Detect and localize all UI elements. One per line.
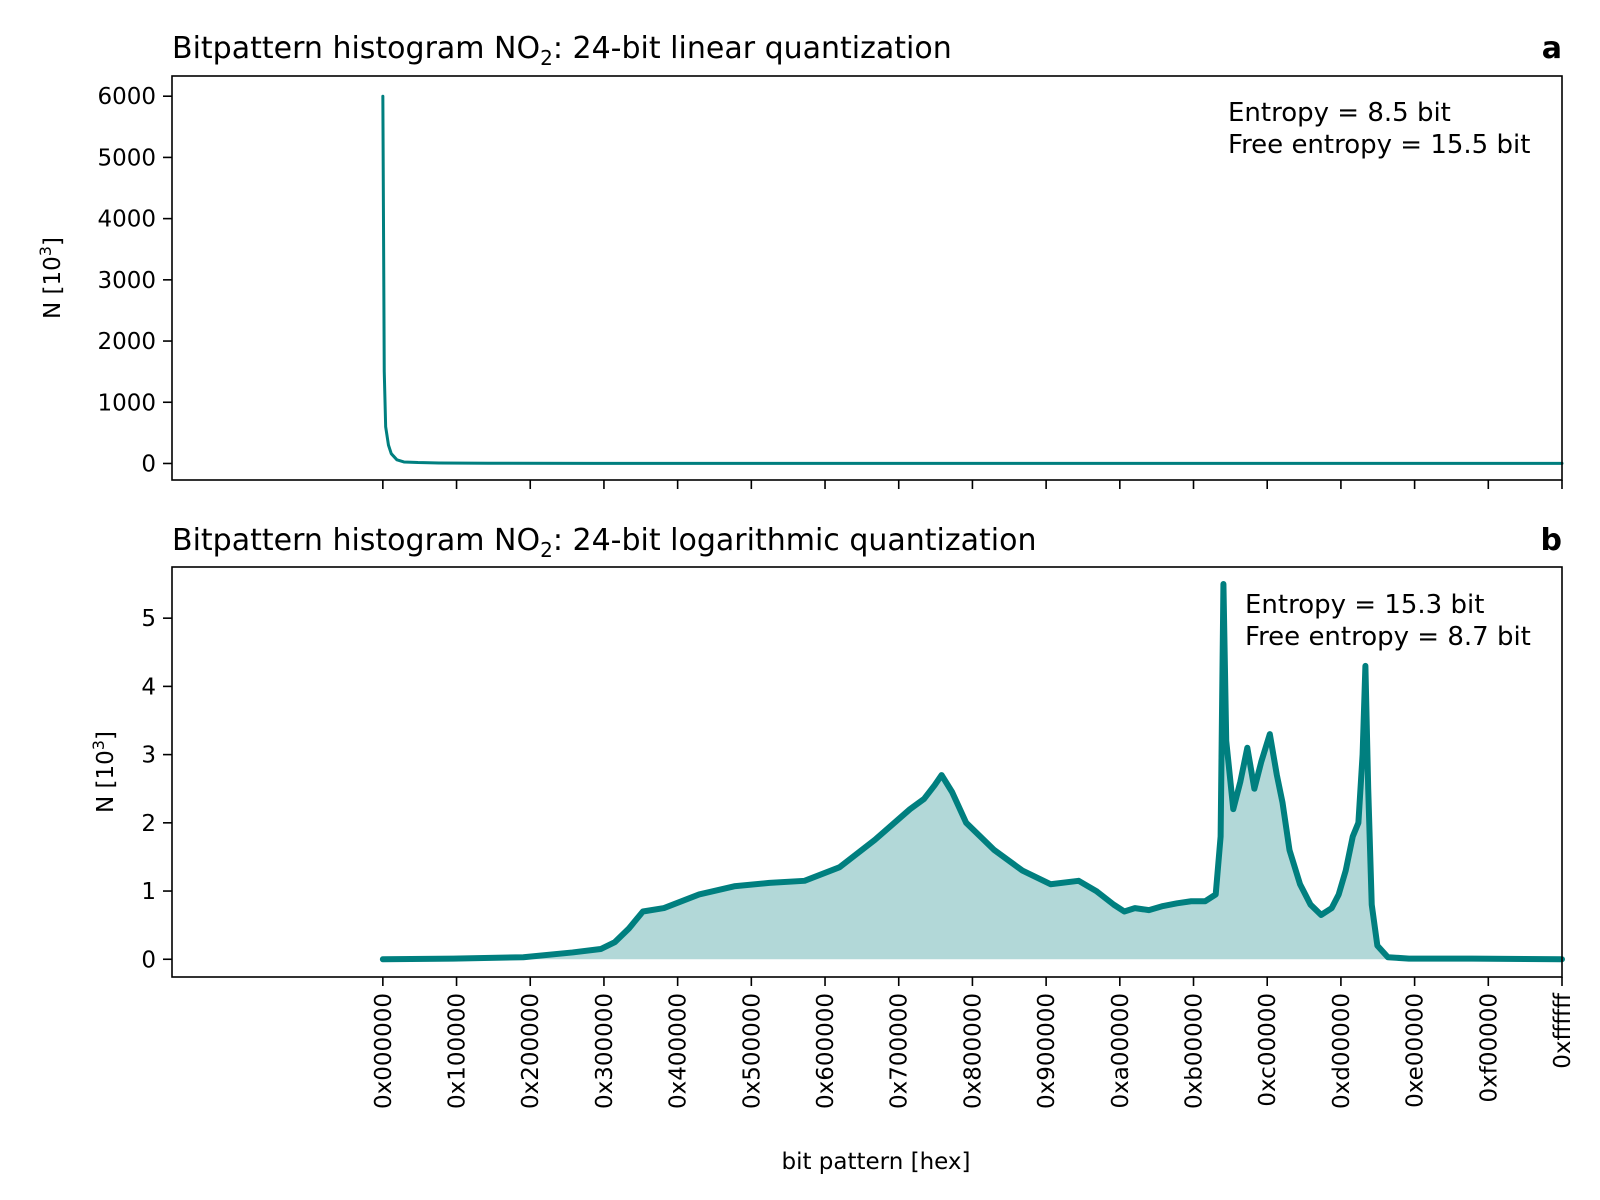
panel-a-ytick-label-6: 6000 xyxy=(97,84,156,110)
panel-b-xtick-label-4: 0x400000 xyxy=(666,993,692,1109)
panel-b-ytick-label-1: 1 xyxy=(141,879,156,905)
panel-b-xtick-label-13: 0xd00000 xyxy=(1329,993,1355,1109)
panel-b-ytick-label-2: 2 xyxy=(141,811,156,837)
panel-a-annotation: Entropy = 8.5 bit Free entropy = 15.5 bi… xyxy=(1228,98,1530,160)
panel-b-series-line xyxy=(379,581,1565,963)
panel-a-annotation-line-2: Free entropy = 15.5 bit xyxy=(1228,130,1530,160)
panel-b-xtick-label-11: 0xb00000 xyxy=(1182,993,1208,1109)
panel-b-xtick-label-8: 0x800000 xyxy=(960,993,986,1109)
panel-b-ylabel: N [103] xyxy=(89,731,119,813)
panel-b-ytick-label-4: 4 xyxy=(141,674,156,700)
panel-a-ytick-label-0: 0 xyxy=(141,451,156,477)
panel-b-ytick-label-0: 0 xyxy=(141,947,156,973)
panel-b-xtick-label-16: 0xffffff xyxy=(1550,992,1576,1069)
panel-a-series-line xyxy=(381,94,1564,465)
panel-b-title-main: Bitpattern histogram NO xyxy=(172,523,540,558)
panel-b-xtick-label-6: 0x600000 xyxy=(813,993,839,1109)
panel-a: Bitpattern histogram NO2: 24-bit linear … xyxy=(36,31,1564,489)
panel-b-xtick-label-10: 0xa00000 xyxy=(1108,993,1134,1109)
panel-b-xtick-label-5: 0x500000 xyxy=(739,993,765,1109)
panel-a-title-rest: : 24-bit linear quantization xyxy=(553,31,952,66)
panel-a-title-sub: 2 xyxy=(540,46,553,70)
panel-b-letter: b xyxy=(1541,523,1562,558)
panel-b-title: Bitpattern histogram NO2: 24-bit logarit… xyxy=(172,523,1036,562)
panel-b-xlabel: bit pattern [hex] xyxy=(781,1149,970,1175)
panel-a-annotation-line-1: Entropy = 8.5 bit xyxy=(1228,98,1451,128)
panel-b-annotation: Entropy = 15.3 bit Free entropy = 8.7 bi… xyxy=(1245,590,1531,652)
panel-a-ytick-label-2: 2000 xyxy=(97,329,156,355)
panel-a-plot: 0 1000 2000 3000 4000 5000 6000 xyxy=(97,84,1564,489)
panel-a-ytick-label-3: 3000 xyxy=(97,268,156,294)
panel-b-frame xyxy=(171,566,1563,978)
panel-b-xtick-label-2: 0x200000 xyxy=(518,993,544,1109)
panel-b-ylabel-end: ] xyxy=(93,731,119,740)
panel-a-title-main: Bitpattern histogram NO xyxy=(172,31,540,66)
panel-a-ytick-label-5: 5000 xyxy=(97,145,156,171)
panel-b-xtick-label-1: 0x100000 xyxy=(445,993,471,1109)
panel-b-ytick-label-3: 3 xyxy=(141,743,156,769)
panel-a-ytick-label-1: 1000 xyxy=(97,390,156,416)
panel-a-letter: a xyxy=(1542,31,1562,66)
panel-b-title-rest: : 24-bit logarithmic quantization xyxy=(553,523,1037,558)
panel-a-ylabel-main: N [10 xyxy=(40,256,66,319)
panel-b-xtick-label-14: 0xe00000 xyxy=(1403,993,1429,1108)
panel-b-annotation-line-2: Free entropy = 8.7 bit xyxy=(1245,622,1531,652)
panel-b-area-fill xyxy=(382,584,1563,960)
panel-b-ylabel-main: N [10 xyxy=(93,750,119,813)
panel-a-ylabel-sup: 3 xyxy=(36,246,55,256)
panel-b-xtick-label-3: 0x300000 xyxy=(592,993,618,1109)
panel-a-ytick-label-4: 4000 xyxy=(97,207,156,233)
panel-a-ylabel-end: ] xyxy=(40,237,66,246)
panel-b-xtick-label-12: 0xc00000 xyxy=(1255,993,1281,1107)
panel-b-xtick-label-0: 0x000000 xyxy=(371,993,397,1109)
panel-b-plot: 0 1 2 3 4 5 0x000000 0x100000 0x200000 0x300000 0x… xyxy=(141,581,1576,1109)
panel-b-title-sub: 2 xyxy=(540,538,553,562)
panel-b-annotation-line-1: Entropy = 15.3 bit xyxy=(1245,590,1484,620)
panel-b-ytick-label-5: 5 xyxy=(141,606,156,632)
panel-a-ylabel: N [103] xyxy=(36,237,66,319)
panel-b-xtick-label-9: 0x900000 xyxy=(1034,993,1060,1109)
panel-b-ylabel-sup: 3 xyxy=(89,740,108,750)
panel-b: Bitpattern histogram NO2: 24-bit logarit… xyxy=(89,523,1576,1175)
panel-b-xtick-label-15: 0xf00000 xyxy=(1476,993,1502,1103)
panel-b-xtick-label-7: 0x700000 xyxy=(887,993,913,1109)
panel-a-title: Bitpattern histogram NO2: 24-bit linear … xyxy=(172,31,952,70)
panel-a-frame xyxy=(171,75,1563,481)
